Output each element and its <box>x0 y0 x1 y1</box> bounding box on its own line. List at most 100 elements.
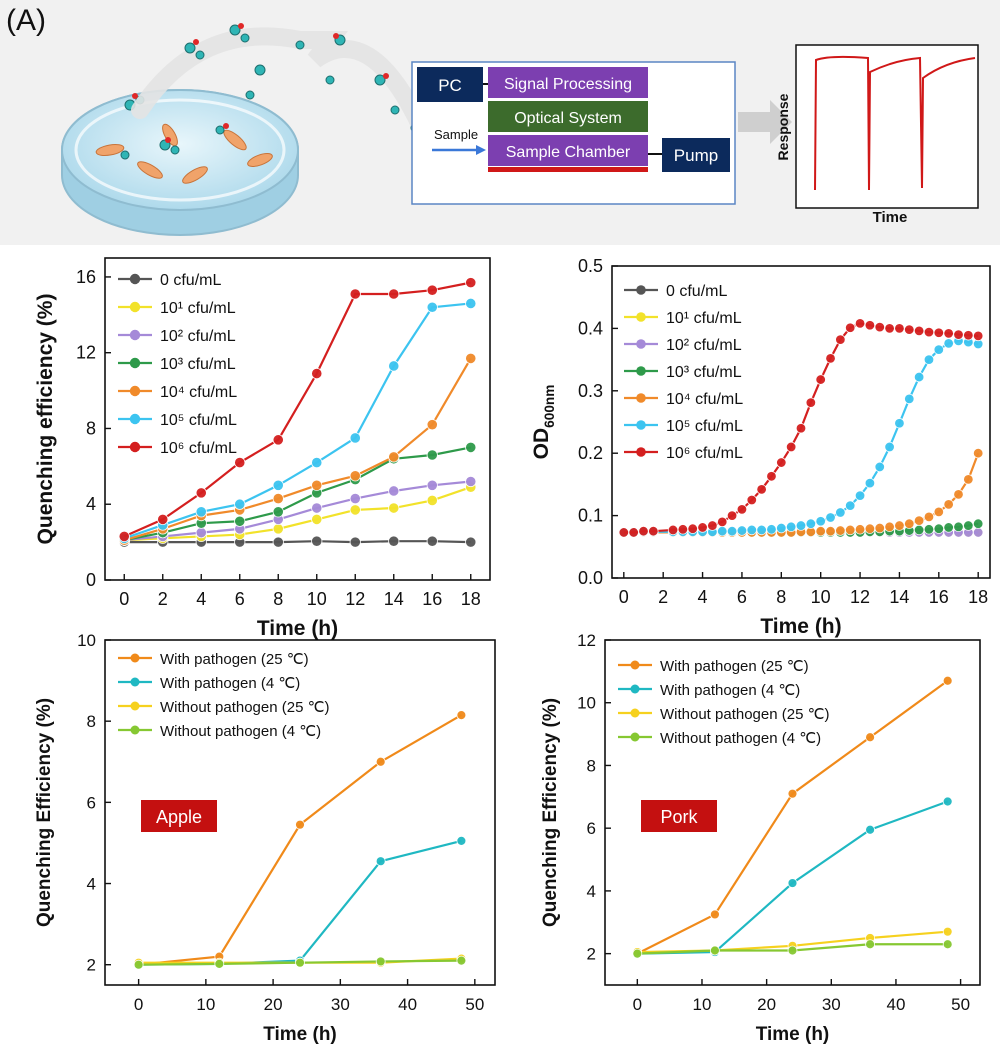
data-point <box>234 498 246 510</box>
x-tick-label: 8 <box>273 589 283 609</box>
y-tick-label: 2 <box>87 956 96 975</box>
y-tick-label: 12 <box>76 343 96 363</box>
legend-label: Without pathogen (25 ℃) <box>160 699 329 716</box>
data-point <box>894 323 905 334</box>
plot-frame <box>104 257 491 581</box>
data-point <box>904 518 915 529</box>
data-point <box>375 756 386 767</box>
y-tick-label: 12 <box>577 631 596 650</box>
data-point <box>854 490 866 501</box>
x-tick-label: 0 <box>619 587 629 607</box>
x-tick-label: 40 <box>886 995 905 1014</box>
data-point <box>388 535 400 547</box>
data-point <box>375 956 386 967</box>
data-point <box>923 354 935 365</box>
data-point <box>465 277 477 289</box>
legend-label: 10³ cfu/mL <box>160 356 236 373</box>
data-point <box>746 494 757 506</box>
legend: With pathogen (25 ℃) With pathogen (4 ℃) W… <box>618 658 829 747</box>
data-point <box>295 819 305 830</box>
data-point <box>953 329 964 340</box>
x-tick-label: 12 <box>850 587 870 607</box>
y-tick-label: 0 <box>86 570 96 590</box>
legend-label: 10⁶ cfu/mL <box>666 445 743 462</box>
data-point <box>787 788 798 799</box>
data-point <box>854 524 866 535</box>
legend-marker <box>630 732 640 742</box>
data-point <box>913 325 925 337</box>
y-axis-label: OD600nm <box>530 385 557 460</box>
data-point <box>787 878 798 888</box>
sample-chamber-box <box>488 135 648 166</box>
time-axis-label: Time <box>873 209 908 226</box>
data-point <box>388 502 400 514</box>
x-tick-label: 18 <box>968 587 988 607</box>
data-point <box>349 492 361 505</box>
chart-c: 0 2 4 6 8 10 12 14 16 18 0.0 0.1 0.2 0.3 0.4 0.5 Time (h… <box>530 256 991 638</box>
y-axis-label: Quenching efficiency (%) <box>34 294 57 545</box>
annotation-box <box>141 800 217 832</box>
legend: 0 cfu/mL 10¹ cfu/mL 10² cfu/mL 10³ cfu/mL 10… <box>118 272 237 457</box>
x-tick-label: 10 <box>693 995 712 1014</box>
data-point <box>618 527 630 538</box>
data-point <box>942 939 953 950</box>
legend-label: Without pathogen (4 ℃) <box>660 730 821 747</box>
data-point <box>710 945 720 956</box>
x-tick-label: 30 <box>331 995 350 1014</box>
data-point <box>426 479 438 491</box>
data-point <box>272 523 284 535</box>
legend: With pathogen (25 ℃) With pathogen (4 ℃) W… <box>118 651 329 740</box>
series-0 <box>133 710 467 970</box>
data-point <box>943 328 954 339</box>
data-point <box>426 535 438 547</box>
data-point <box>388 485 400 497</box>
data-point <box>311 535 323 547</box>
x-tick-label: 14 <box>889 587 909 607</box>
legend: 0 cfu/mL 10¹ cfu/mL 10² cfu/mL 10³ cfu/mL 10… <box>624 283 743 462</box>
y-tick-label: 6 <box>87 793 96 812</box>
data-point <box>854 318 866 329</box>
pc-label: PC <box>438 76 462 95</box>
y-tick-label: 0.5 <box>578 256 603 276</box>
series-3 <box>133 955 467 970</box>
legend-label: Without pathogen (25 ℃) <box>660 706 829 723</box>
data-point <box>214 958 225 969</box>
data-point <box>923 524 935 535</box>
data-point <box>776 522 787 534</box>
data-point <box>815 374 826 385</box>
data-point <box>942 926 953 937</box>
data-point <box>465 475 477 488</box>
data-point <box>388 288 400 300</box>
legend-label: 10⁴ cfu/mL <box>160 384 237 401</box>
data-point <box>815 526 826 537</box>
data-point <box>845 500 856 511</box>
data-point <box>933 344 945 355</box>
legend-marker <box>129 329 141 341</box>
x-axis-label: Time (h) <box>756 1024 830 1045</box>
data-point <box>805 397 817 408</box>
data-point <box>687 523 698 534</box>
legend-label: 10¹ cfu/mL <box>666 310 742 327</box>
data-point <box>295 957 305 968</box>
legend-marker <box>636 285 646 295</box>
instrument-diagram: PC Signal Processing Optical System Samp… <box>411 61 736 205</box>
x-tick-label: 4 <box>196 589 206 609</box>
x-tick-label: 10 <box>307 589 327 609</box>
data-point <box>913 371 925 383</box>
legend-label: Without pathogen (4 ℃) <box>160 723 321 740</box>
y-tick-label: 0.4 <box>578 318 603 338</box>
optical-system-label: Optical System <box>514 110 622 127</box>
legend-marker <box>636 447 646 457</box>
data-point <box>923 511 935 523</box>
data-point <box>884 521 895 533</box>
legend-marker <box>130 677 140 687</box>
data-point <box>845 524 856 536</box>
x-tick-label: 6 <box>737 587 747 607</box>
data-point <box>272 536 284 548</box>
data-point <box>904 393 915 405</box>
response-trace <box>814 55 976 191</box>
data-point <box>710 909 720 920</box>
data-point <box>272 506 284 518</box>
data-point <box>465 536 477 548</box>
y-axis-label: Quenching Efficiency (%) <box>34 698 55 927</box>
